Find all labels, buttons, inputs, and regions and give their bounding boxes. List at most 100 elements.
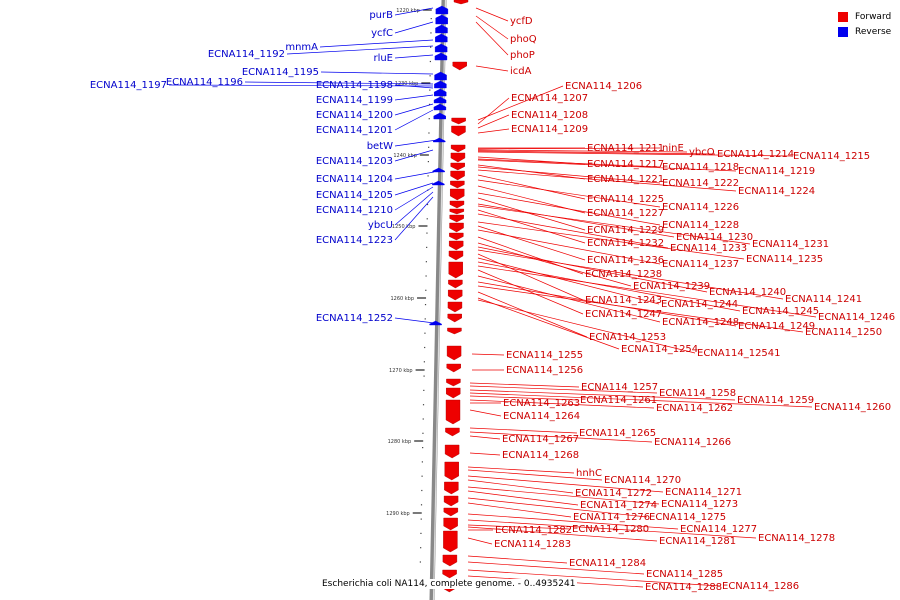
reverse-leader <box>394 149 434 162</box>
minor-tick <box>423 375 425 377</box>
forward-leader-lines <box>467 7 817 588</box>
minor-tick <box>427 161 429 163</box>
forward-gene-feature <box>443 517 458 531</box>
forward-gene-label: ECNA114_1247 <box>585 309 662 320</box>
reverse-gene-label: rluE <box>373 53 393 64</box>
forward-gene-feature <box>442 554 458 567</box>
scale-tick-label: 1250 kbp <box>392 224 416 230</box>
reverse-gene-label: ECNA114_1205 <box>316 190 393 201</box>
forward-leader <box>467 486 660 505</box>
forward-gene-feature <box>446 345 462 361</box>
forward-gene-label: ECNA114_1249 <box>738 321 815 332</box>
reverse-leader <box>394 109 434 131</box>
forward-gene-feature <box>446 387 461 399</box>
forward-gene-label: ECNA114_1244 <box>661 299 738 310</box>
forward-leader <box>469 399 655 409</box>
minor-tick <box>424 318 426 320</box>
forward-gene-label: ECNA114_1277 <box>680 524 757 535</box>
minor-tick <box>423 361 425 363</box>
forward-gene-label: ECNA114_1246 <box>818 312 895 323</box>
forward-gene-label: ECNA114_1209 <box>511 124 588 135</box>
forward-gene-label: ECNA114_1288 <box>645 582 722 593</box>
reverse-gene-label: ECNA114_1252 <box>316 313 393 324</box>
reverse-leader <box>394 196 434 241</box>
forward-leader <box>477 159 737 172</box>
minor-tick <box>419 561 421 563</box>
minor-tick <box>426 246 428 248</box>
minor-tick <box>423 389 425 391</box>
forward-gene-label: ECNA114_1275 <box>649 512 726 523</box>
reverse-features <box>429 5 449 326</box>
forward-gene-feature <box>449 232 464 241</box>
minor-tick <box>427 175 429 177</box>
forward-leader <box>477 253 584 301</box>
minor-tick <box>420 547 422 549</box>
forward-gene-label: ECNA114_1261 <box>580 395 657 406</box>
minor-tick <box>428 103 431 105</box>
reverse-leader <box>320 71 434 75</box>
genome-caption: Escherichia coli NA114, complete genome.… <box>320 579 578 589</box>
reverse-gene-feature <box>432 180 445 186</box>
minor-tick <box>424 304 427 306</box>
forward-leader <box>477 221 745 260</box>
forward-gene-label: ECNA114_1278 <box>758 533 835 544</box>
minor-tick <box>425 261 427 263</box>
forward-leader <box>477 213 669 249</box>
reverse-leader <box>394 7 434 16</box>
forward-gene-label: ECNA114_1206 <box>565 81 642 92</box>
forward-gene-feature <box>446 363 461 373</box>
forward-leader <box>477 261 741 312</box>
forward-gene-label: ECNA114_1245 <box>742 306 819 317</box>
forward-gene-label: ninE <box>662 143 684 154</box>
forward-leader <box>477 285 804 333</box>
forward-leader <box>467 490 579 506</box>
legend-forward: Forward <box>838 9 891 24</box>
minor-tick <box>430 46 432 48</box>
forward-gene-label: phoQ <box>510 34 537 45</box>
forward-leader <box>477 192 661 226</box>
forward-gene-feature <box>448 279 463 289</box>
minor-tick <box>429 89 431 91</box>
reverse-gene-label: ycfC <box>371 28 393 39</box>
minor-tick <box>422 418 424 420</box>
forward-gene-label: ECNA114_1259 <box>737 395 814 406</box>
forward-leader <box>467 469 603 481</box>
reverse-gene-label: ECNA114_1200 <box>316 110 393 121</box>
forward-gene-label: ECNA114_1270 <box>604 475 681 486</box>
reverse-gene-label: ECNA114_1198 <box>316 80 393 91</box>
reverse-gene-label: ECNA114_1197 <box>90 80 167 91</box>
forward-leader <box>467 502 572 518</box>
minor-tick <box>420 504 423 506</box>
forward-leader <box>477 179 661 208</box>
forward-leader <box>469 431 653 443</box>
forward-gene-feature <box>448 261 463 279</box>
forward-gene-feature <box>443 495 459 507</box>
forward-gene-label: ECNA114_1235 <box>746 254 823 265</box>
forward-gene-label: ECNA114_1258 <box>659 388 736 399</box>
forward-leader <box>477 166 661 184</box>
minor-tick <box>422 432 424 434</box>
forward-gene-feature <box>447 327 462 335</box>
legend-forward-label: Forward <box>855 11 892 22</box>
reverse-gene-label: ECNA114_1203 <box>316 156 393 167</box>
minor-tick <box>421 475 423 477</box>
minor-tick <box>421 461 423 463</box>
minor-tick <box>428 146 430 148</box>
forward-gene-label: ECNA114_1273 <box>661 499 738 510</box>
forward-features <box>442 0 469 593</box>
forward-gene-feature <box>450 162 465 171</box>
forward-gene-feature <box>449 222 464 233</box>
forward-gene-label: hnhC <box>576 468 602 479</box>
forward-leader <box>467 519 757 539</box>
forward-gene-label: ECNA114_1255 <box>506 350 583 361</box>
forward-gene-label: ECNA114_1208 <box>511 110 588 121</box>
reverse-leader <box>394 191 434 226</box>
forward-gene-feature <box>447 313 462 323</box>
forward-gene-label: ECNA114_1237 <box>662 259 739 270</box>
forward-gene-feature <box>448 250 464 261</box>
forward-gene-feature <box>453 0 469 5</box>
forward-gene-feature <box>442 569 457 579</box>
forward-gene-label: ECNA114_1263 <box>503 398 580 409</box>
forward-gene-label: ECNA114_1214 <box>717 149 794 160</box>
reverse-gene-feature <box>435 24 448 34</box>
